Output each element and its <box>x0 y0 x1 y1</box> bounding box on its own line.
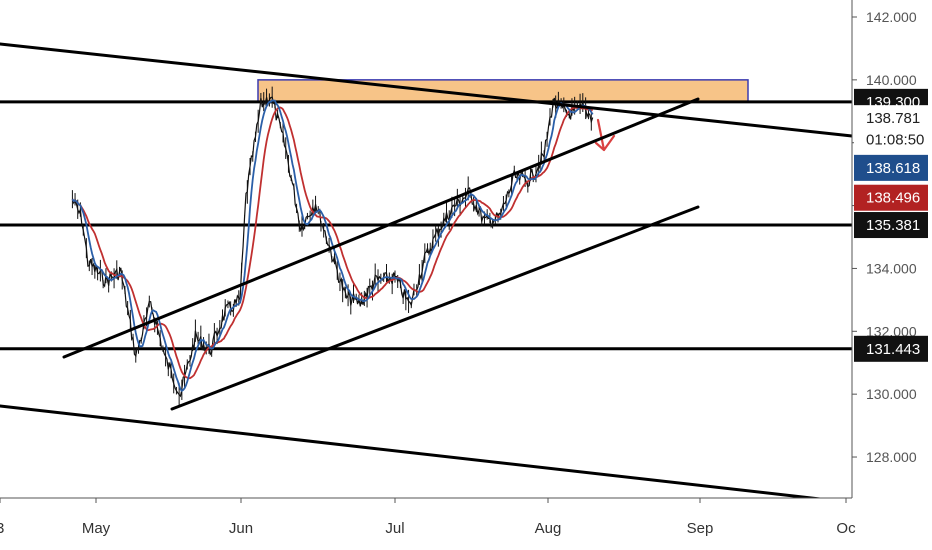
trendlines <box>0 42 854 501</box>
price-tag-label: 138.781 <box>866 110 920 127</box>
descending-trendline-upper <box>0 42 854 138</box>
x-tick-label: Sep <box>687 520 714 537</box>
x-tick-label: Jun <box>229 520 253 537</box>
channel-lower-line <box>170 205 700 411</box>
x-tick-label: Oc <box>836 520 856 537</box>
level-tag-label: 131.443 <box>866 341 920 358</box>
y-tick-label: 132.000 <box>866 323 917 339</box>
y-tick-label: 134.000 <box>866 260 917 276</box>
y-tick-label: 130.000 <box>866 386 917 402</box>
level-tag <box>854 212 928 239</box>
x-tick-label: 3 <box>0 520 4 537</box>
x-tick-label: May <box>82 520 111 537</box>
price-tag <box>854 126 928 153</box>
channel-upper-line <box>62 97 700 359</box>
level-tag-label: 135.381 <box>866 217 920 234</box>
price-line <box>71 96 594 398</box>
y-tick-label: 128.000 <box>866 449 917 465</box>
y-tick-label: 142.000 <box>866 9 917 25</box>
plot-area <box>0 79 852 407</box>
price-tags: 139.300135.381131.443138.78101:08:50138.… <box>854 88 928 362</box>
level-tag <box>854 335 928 362</box>
price-tag-label: 138.618 <box>866 160 920 177</box>
fast-moving-average <box>71 99 594 392</box>
price-tag <box>854 154 928 181</box>
time-axis: 3 May Jun Jul Aug Sep Oc <box>0 497 932 550</box>
y-tick-label: 140.000 <box>866 72 917 88</box>
x-tick-label: Aug <box>535 520 562 537</box>
price-axis: 142.000140.000138.000136.000134.000132.0… <box>851 0 932 550</box>
down-arrow-icon <box>594 118 616 152</box>
price-tag-label: 01:08:50 <box>866 132 924 149</box>
time-axis-background <box>0 498 932 550</box>
descending-trendline-lower <box>0 404 822 501</box>
price-tag <box>854 184 928 211</box>
x-tick-label: Jul <box>385 520 404 537</box>
price-tag-label: 138.496 <box>866 190 920 207</box>
